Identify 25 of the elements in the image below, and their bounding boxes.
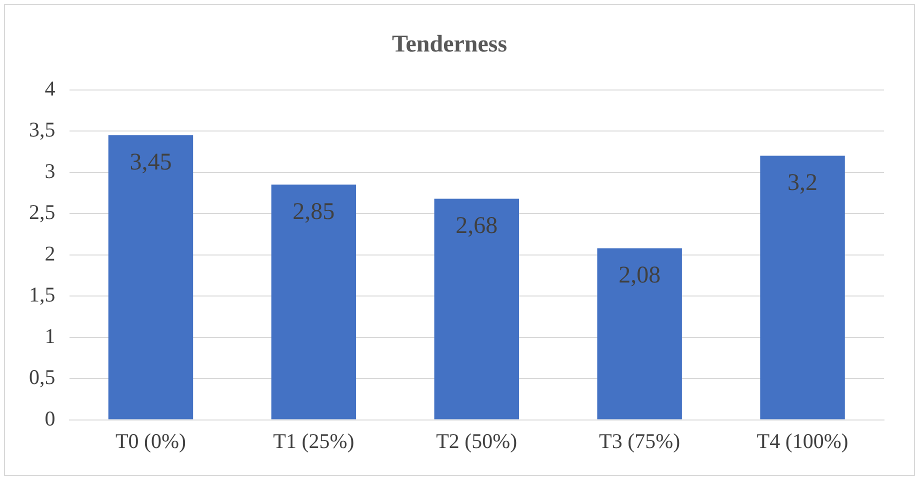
data-label: 2,08: [618, 262, 661, 288]
data-label: 2,85: [292, 198, 335, 225]
y-tick-label: 0,5: [29, 365, 56, 390]
bar: [271, 184, 356, 420]
y-tick-label: 1,5: [29, 282, 56, 307]
bar: [760, 156, 845, 420]
x-tick-label: T4 (100%): [756, 428, 848, 453]
data-label: 3,2: [788, 170, 818, 196]
data-label: 2,68: [456, 212, 498, 239]
bar: [434, 198, 519, 420]
x-tick-label: T3 (75%): [599, 428, 680, 453]
x-tick-label: T2 (50%): [436, 428, 518, 453]
y-tick-label: 2: [44, 241, 56, 266]
bar: [108, 135, 194, 420]
y-tick-label: 4: [44, 76, 56, 100]
bar: [597, 248, 682, 420]
x-tick-label: T0 (0%): [115, 428, 186, 453]
y-tick-label: 0: [44, 406, 56, 430]
y-tick-label: 3: [44, 158, 56, 183]
chart-title: Tenderness: [392, 32, 508, 58]
y-tick-label: 3,5: [29, 118, 56, 142]
data-label: 3,45: [130, 149, 172, 176]
x-tick-label: T1 (25%): [273, 428, 354, 453]
y-tick-label: 2,5: [29, 200, 56, 224]
y-tick-label: 1: [44, 324, 56, 348]
